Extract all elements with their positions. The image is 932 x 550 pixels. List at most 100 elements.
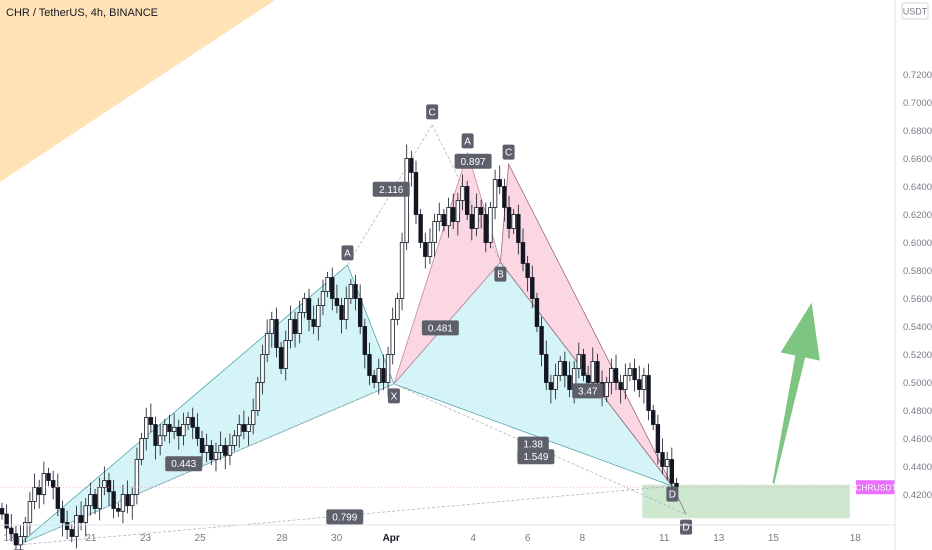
ratio-label-box — [517, 436, 549, 452]
pattern-point-c: C — [502, 144, 515, 160]
point-label-text: D — [669, 490, 676, 501]
candle-body-down — [60, 508, 65, 523]
ratio-label: 0.481 — [421, 320, 459, 336]
candle-body-up — [83, 505, 88, 523]
chart-title: CHR / TetherUS, 4h, BINANCE — [6, 7, 159, 19]
candle — [130, 486, 135, 520]
candle — [306, 288, 312, 332]
candle-body-down — [478, 207, 484, 215]
candle-body-down — [646, 375, 651, 411]
candle-body-down — [469, 214, 475, 229]
pattern-point-b: B — [494, 266, 507, 282]
candle — [92, 488, 98, 515]
candle — [464, 180, 470, 221]
candle-body-up — [446, 207, 451, 227]
candle-body-down — [125, 494, 130, 507]
candle-body-down — [441, 214, 447, 227]
candle-body-up — [376, 368, 381, 383]
candle — [311, 305, 316, 335]
candle — [27, 491, 33, 535]
candle — [316, 297, 321, 341]
candle — [176, 419, 181, 450]
candle — [255, 376, 261, 417]
point-label-text: C — [505, 148, 512, 159]
candle — [278, 341, 284, 375]
y-tick-label: 0.6200 — [903, 210, 932, 221]
candle-body-down — [451, 207, 456, 222]
candle-body-up — [316, 305, 321, 327]
currency-badge — [901, 2, 929, 20]
candle-body-down — [367, 354, 372, 376]
candle — [60, 500, 65, 537]
candle — [557, 355, 563, 382]
candle — [0, 502, 5, 520]
candle-body-down — [516, 214, 521, 243]
candle-body-up — [390, 319, 395, 355]
candle-body-up — [269, 319, 274, 334]
candle-body-down — [357, 298, 363, 327]
candle-body-down — [334, 298, 340, 306]
candle-body-up — [27, 501, 33, 523]
candle — [269, 311, 274, 348]
y-tick-label: 0.6600 — [903, 154, 932, 165]
candle — [623, 363, 628, 400]
ratio-label-box — [372, 181, 410, 197]
y-tick-label: 0.6000 — [903, 238, 932, 249]
y-tick-label: 0.6800 — [903, 126, 932, 137]
candle — [613, 354, 619, 391]
candle — [55, 473, 61, 517]
y-tick-label: 0.5600 — [903, 294, 932, 305]
candle — [441, 208, 447, 232]
candle — [618, 374, 623, 404]
y-tick-label: 0.4200 — [903, 490, 932, 501]
pattern-connector — [18, 383, 395, 546]
candle — [451, 193, 456, 230]
candle — [520, 228, 526, 272]
candle-body-down — [153, 424, 158, 446]
candle-body-up — [609, 368, 614, 383]
ratio-label-text: 3.47 — [578, 386, 598, 397]
candle-body-up — [297, 312, 302, 334]
candle — [9, 514, 14, 542]
candle — [660, 438, 665, 475]
candle-body-down — [148, 417, 154, 425]
candle — [209, 439, 214, 466]
candle — [446, 197, 451, 238]
candle-body-up — [250, 410, 256, 425]
ratio-label: 0.799 — [326, 509, 364, 525]
candle — [139, 432, 144, 466]
candle — [409, 150, 414, 187]
candle-body-up — [385, 354, 391, 383]
candle — [492, 169, 498, 220]
candle — [106, 472, 112, 506]
candle — [260, 344, 265, 395]
candle-body-up — [18, 536, 23, 546]
candle-body-up — [97, 487, 102, 509]
candle — [344, 286, 349, 330]
candle — [227, 433, 233, 466]
candle — [548, 374, 554, 404]
candle-body-down — [483, 214, 488, 243]
x-tick-label: 11 — [659, 533, 670, 544]
candle — [204, 433, 209, 463]
candle — [116, 502, 121, 517]
candle — [427, 228, 433, 265]
candle-body-down — [539, 326, 544, 355]
candle — [404, 144, 409, 251]
ratio-label-box — [454, 153, 492, 169]
candle — [497, 165, 502, 195]
y-tick-label: 0.4400 — [903, 462, 932, 473]
ratio-label: 1.549 — [517, 449, 555, 465]
candle-body-up — [185, 417, 191, 425]
candle-body-down — [585, 375, 591, 383]
candle-body-down — [209, 445, 214, 460]
candle — [4, 504, 9, 540]
x-tick-label: 4 — [470, 533, 476, 544]
candle-body-up — [120, 494, 126, 512]
candle — [157, 423, 163, 456]
candle-body-down — [46, 473, 51, 481]
y-tick-label: 0.4600 — [903, 434, 932, 445]
candle-body-up — [23, 522, 28, 537]
point-label-box — [502, 144, 515, 160]
